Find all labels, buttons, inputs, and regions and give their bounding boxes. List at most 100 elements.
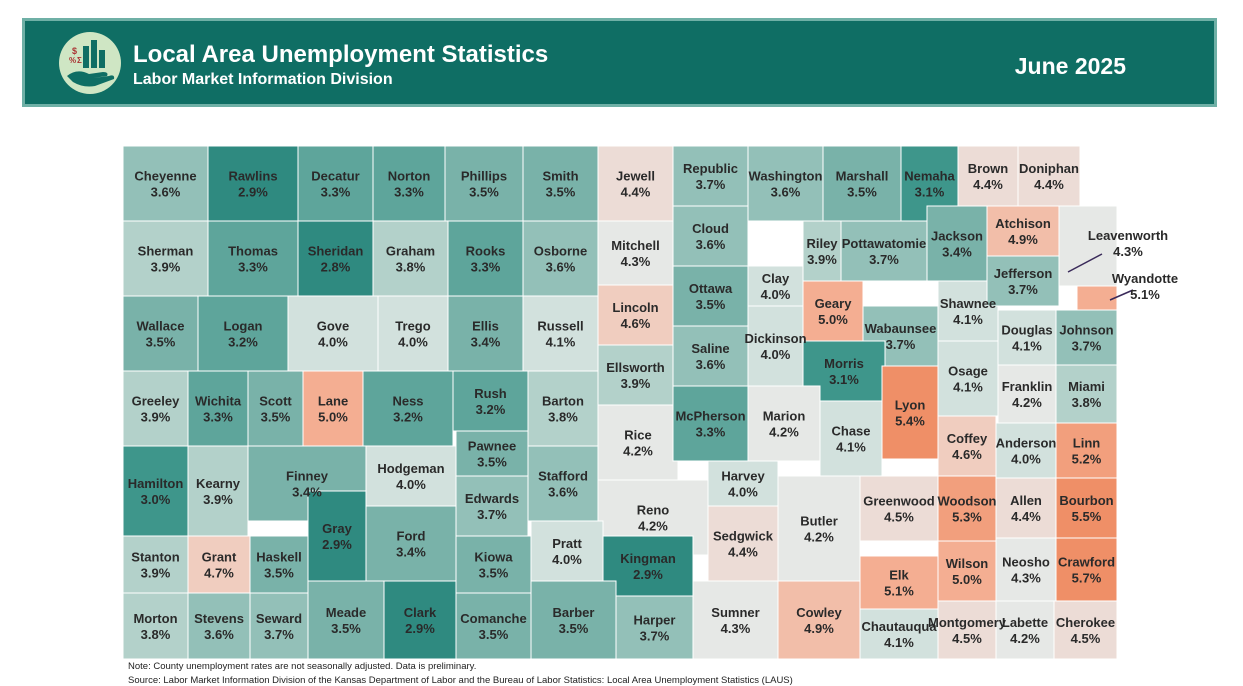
county-name-wabaunsee: Wabaunsee (865, 321, 937, 336)
county-washington (747, 145, 824, 222)
county-rate-lane: 5.0% (318, 410, 348, 425)
county-rate-finney: 3.4% (292, 485, 322, 500)
county-rush (452, 370, 529, 432)
county-rate-ellsworth: 3.9% (621, 376, 651, 391)
county-name-woodson: Woodson (938, 494, 997, 509)
county-name-pratt: Pratt (552, 536, 582, 551)
county-rate-russell: 4.1% (546, 335, 576, 350)
county-brown (957, 145, 1019, 207)
county-wichita (187, 370, 249, 447)
hand-holding-chart-icon: $ % Σ (59, 32, 121, 94)
county-name-jewell: Jewell (616, 169, 655, 184)
county-name-montgomery: Montgomery (928, 615, 1007, 630)
county-lane (302, 370, 364, 447)
county-sheridan (297, 220, 374, 297)
county-name-kingman: Kingman (620, 551, 676, 566)
county-rate-thomas: 3.3% (238, 260, 268, 275)
county-neosho (995, 537, 1057, 602)
county-name-cheyenne: Cheyenne (134, 169, 196, 184)
county-name-kearny: Kearny (196, 476, 241, 491)
county-name-lincoln: Lincoln (612, 300, 658, 315)
county-rate-ottawa: 3.5% (696, 297, 726, 312)
county-name-trego: Trego (395, 319, 430, 334)
county-rate-smith: 3.5% (546, 185, 576, 200)
county-morton (122, 592, 189, 660)
county-rate-elk: 5.1% (884, 584, 914, 599)
county-name-phillips: Phillips (461, 169, 507, 184)
county-name-edwards: Edwards (465, 491, 519, 506)
county-harper (615, 595, 694, 660)
county-name-ottawa: Ottawa (689, 281, 733, 296)
county-rate-reno: 4.2% (638, 519, 668, 534)
county-cheyenne (122, 145, 209, 222)
county-rate-chase: 4.1% (836, 440, 866, 455)
county-rate-lyon: 5.4% (895, 414, 925, 429)
county-rate-franklin: 4.2% (1012, 395, 1042, 410)
county-name-harvey: Harvey (721, 469, 765, 484)
county-gove (287, 295, 379, 372)
county-name-douglas: Douglas (1001, 323, 1052, 338)
county-hamilton (122, 445, 189, 537)
county-woodson (937, 475, 997, 542)
county-rate-atchison: 4.9% (1008, 232, 1038, 247)
county-rate-barber: 3.5% (559, 621, 589, 636)
county-norton (372, 145, 446, 222)
county-rate-osage: 4.1% (953, 380, 983, 395)
county-name-morton: Morton (133, 611, 177, 626)
county-name-franklin: Franklin (1002, 379, 1053, 394)
county-name-dickinson: Dickinson (744, 331, 806, 346)
county-rate-edwards: 3.7% (477, 507, 507, 522)
county-edwards (455, 475, 529, 537)
county-rate-hamilton: 3.0% (141, 492, 171, 507)
county-rate-labette: 4.2% (1010, 631, 1040, 646)
county-name-coffey: Coffey (947, 431, 988, 446)
county-russell (522, 295, 599, 372)
county-name-clark: Clark (404, 605, 437, 620)
county-name-linn: Linn (1073, 436, 1100, 451)
county-rate-chautauqua: 4.1% (884, 635, 914, 650)
county-jackson (926, 205, 988, 282)
county-rate-osborne: 3.6% (546, 260, 576, 275)
county-rate-crawford: 5.7% (1072, 571, 1102, 586)
county-name-cherokee: Cherokee (1056, 615, 1115, 630)
county-labette (995, 600, 1055, 660)
county-name-neosho: Neosho (1002, 555, 1050, 570)
county-name-thomas: Thomas (228, 244, 278, 259)
county-name-hodgeman: Hodgeman (377, 461, 444, 476)
county-rate-kingman: 2.9% (633, 567, 663, 582)
county-name-gray: Gray (322, 521, 352, 536)
county-rate-ellis: 3.4% (471, 335, 501, 350)
header-banner: $ % Σ Local Area Unemployment Statistics… (22, 18, 1217, 107)
county-rate-cheyenne: 3.6% (151, 185, 181, 200)
county-thomas (207, 220, 299, 297)
county-cowley (777, 580, 861, 660)
county-rate-kiowa: 3.5% (479, 566, 509, 581)
county-rate-rawlins: 2.9% (238, 185, 268, 200)
county-rate-wichita: 3.3% (203, 410, 233, 425)
county-gray (307, 490, 367, 582)
county-name-osage: Osage (948, 364, 988, 379)
county-name-haskell: Haskell (256, 550, 302, 565)
county-rate-harper: 3.7% (640, 629, 670, 644)
county-name-hamilton: Hamilton (128, 476, 184, 491)
county-rate-miami: 3.8% (1072, 395, 1102, 410)
county-rate-stafford: 3.6% (548, 485, 578, 500)
county-rate-sheridan: 2.8% (321, 260, 351, 275)
county-ellis (447, 295, 524, 372)
county-name-decatur: Decatur (311, 169, 359, 184)
county-rice (597, 404, 679, 481)
county-rate-morris: 3.1% (829, 372, 859, 387)
county-rate-jefferson: 3.7% (1008, 282, 1038, 297)
county-rate-gove: 4.0% (318, 335, 348, 350)
county-name-scott: Scott (259, 394, 292, 409)
county-rate-shawnee: 4.1% (953, 312, 983, 327)
county-name-mitchell: Mitchell (611, 238, 659, 253)
county-stevens (187, 592, 251, 660)
county-rate-stanton: 3.9% (141, 566, 171, 581)
county-rate-hodgeman: 4.0% (396, 477, 426, 492)
county-montgomery (937, 600, 997, 660)
county-rate-haskell: 3.5% (264, 566, 294, 581)
county-name-ellsworth: Ellsworth (606, 360, 665, 375)
county-name-doniphan: Doniphan (1019, 161, 1079, 176)
county-decatur (297, 145, 374, 222)
